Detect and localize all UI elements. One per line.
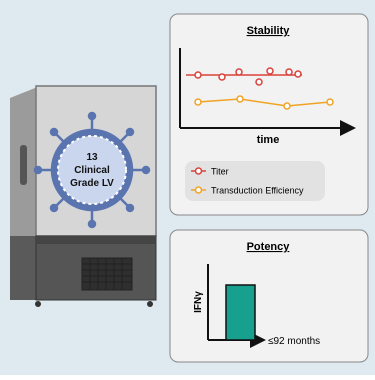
potency-panel (169, 229, 369, 363)
legend-label: Transduction Efficiency (211, 186, 304, 196)
x-axis-label: time (257, 134, 280, 146)
transduction-line (194, 95, 334, 110)
titer-line (186, 67, 302, 86)
virus-label: 13 (86, 152, 98, 163)
y-axis-label: IFNγ (193, 291, 204, 313)
stability-title: Stability (247, 25, 291, 37)
virus-label: Grade LV (70, 178, 114, 189)
legend (185, 161, 325, 201)
x-axis-label: ≤92 months (268, 336, 320, 347)
potency-title: Potency (247, 241, 291, 253)
legend-label: Titer (211, 167, 229, 177)
bar (225, 284, 256, 341)
virus-particle (33, 111, 151, 229)
virus-label: Clinical (74, 165, 110, 176)
